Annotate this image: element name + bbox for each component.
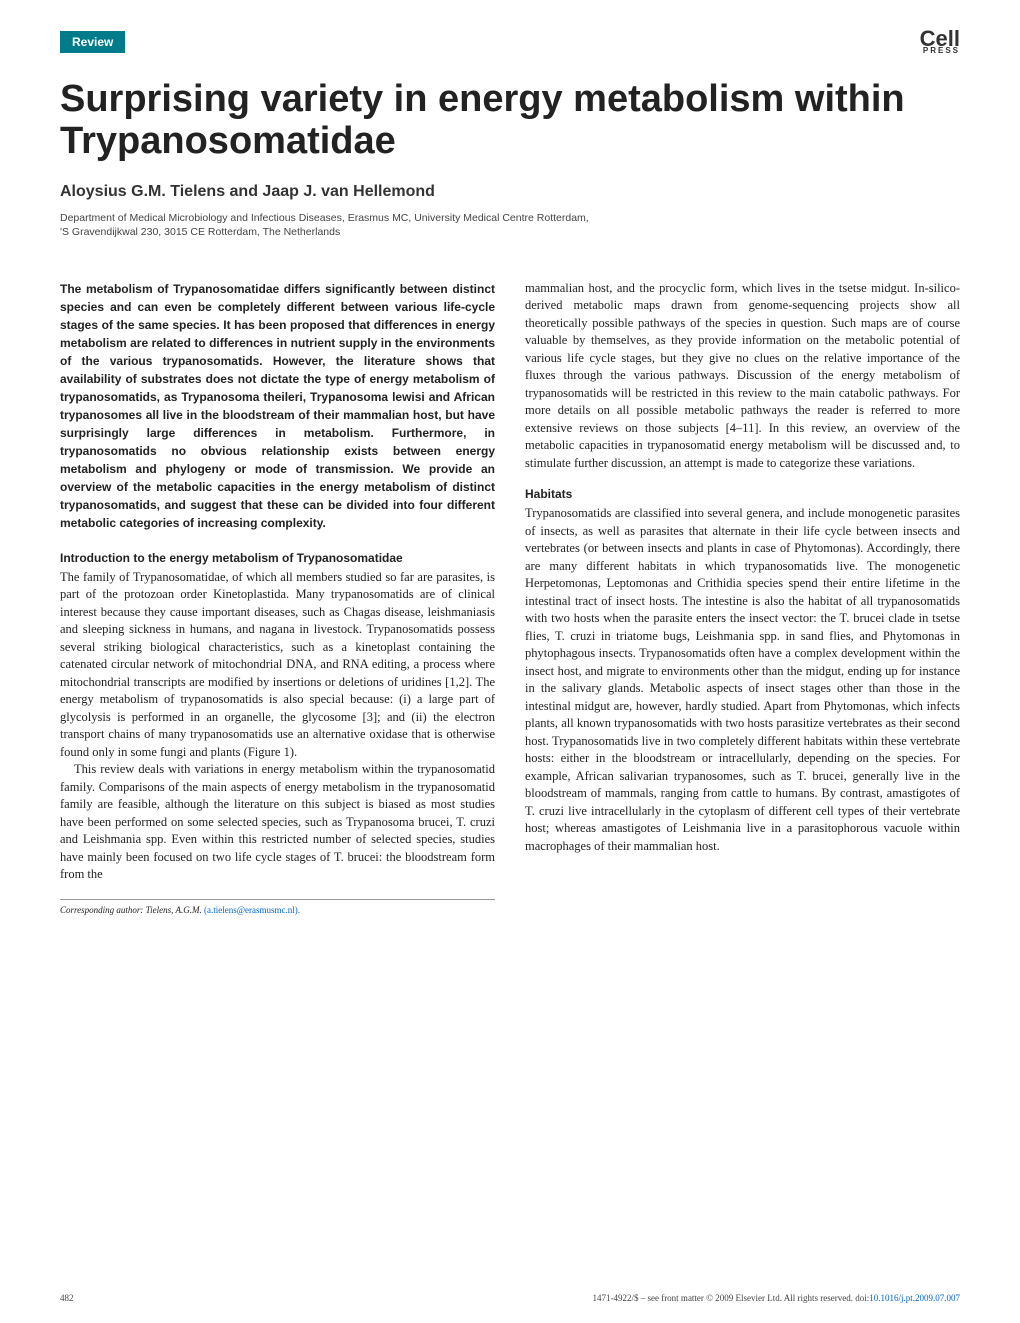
corresponding-name: Tielens, A.G.M. bbox=[146, 905, 202, 915]
copyright-text: 1471-4922/$ – see front matter © 2009 El… bbox=[592, 1293, 869, 1303]
corresponding-email[interactable]: (a.tielens@erasmusmc.nl). bbox=[204, 905, 300, 915]
habitats-para-1: Trypanosomatids are classified into seve… bbox=[525, 505, 960, 855]
affiliation-line1: Department of Medical Microbiology and I… bbox=[60, 212, 589, 224]
intro-para-1: The family of Trypanosomatidae, of which… bbox=[60, 569, 495, 762]
page-number: 482 bbox=[60, 1293, 74, 1303]
header-bar: Review Cell PRESS bbox=[60, 30, 960, 54]
page-footer: 482 1471-4922/$ – see front matter © 200… bbox=[60, 1293, 960, 1303]
publisher-logo: Cell PRESS bbox=[920, 30, 960, 54]
abstract: The metabolism of Trypanosomatidae diffe… bbox=[60, 280, 495, 532]
habitats-heading: Habitats bbox=[525, 486, 960, 503]
left-column: The metabolism of Trypanosomatidae diffe… bbox=[60, 280, 495, 916]
doi-link[interactable]: 10.1016/j.pt.2009.07.007 bbox=[869, 1293, 960, 1303]
logo-sub: PRESS bbox=[920, 48, 960, 54]
body-columns: The metabolism of Trypanosomatidae diffe… bbox=[60, 280, 960, 916]
copyright-line: 1471-4922/$ – see front matter © 2009 El… bbox=[592, 1293, 960, 1303]
corresponding-author: Corresponding author: Tielens, A.G.M. (a… bbox=[60, 899, 495, 917]
affiliation: Department of Medical Microbiology and I… bbox=[60, 211, 960, 240]
intro-heading: Introduction to the energy metabolism of… bbox=[60, 550, 495, 567]
corresponding-label: Corresponding author: bbox=[60, 905, 143, 915]
review-badge: Review bbox=[60, 31, 125, 53]
intro-para-2: This review deals with variations in ene… bbox=[60, 761, 495, 884]
col2-para-1: mammalian host, and the procyclic form, … bbox=[525, 280, 960, 473]
article-title: Surprising variety in energy metabolism … bbox=[60, 79, 960, 163]
right-column: mammalian host, and the procyclic form, … bbox=[525, 280, 960, 916]
affiliation-line2: 'S Gravendijkwal 230, 3015 CE Rotterdam,… bbox=[60, 226, 340, 238]
authors: Aloysius G.M. Tielens and Jaap J. van He… bbox=[60, 183, 960, 201]
